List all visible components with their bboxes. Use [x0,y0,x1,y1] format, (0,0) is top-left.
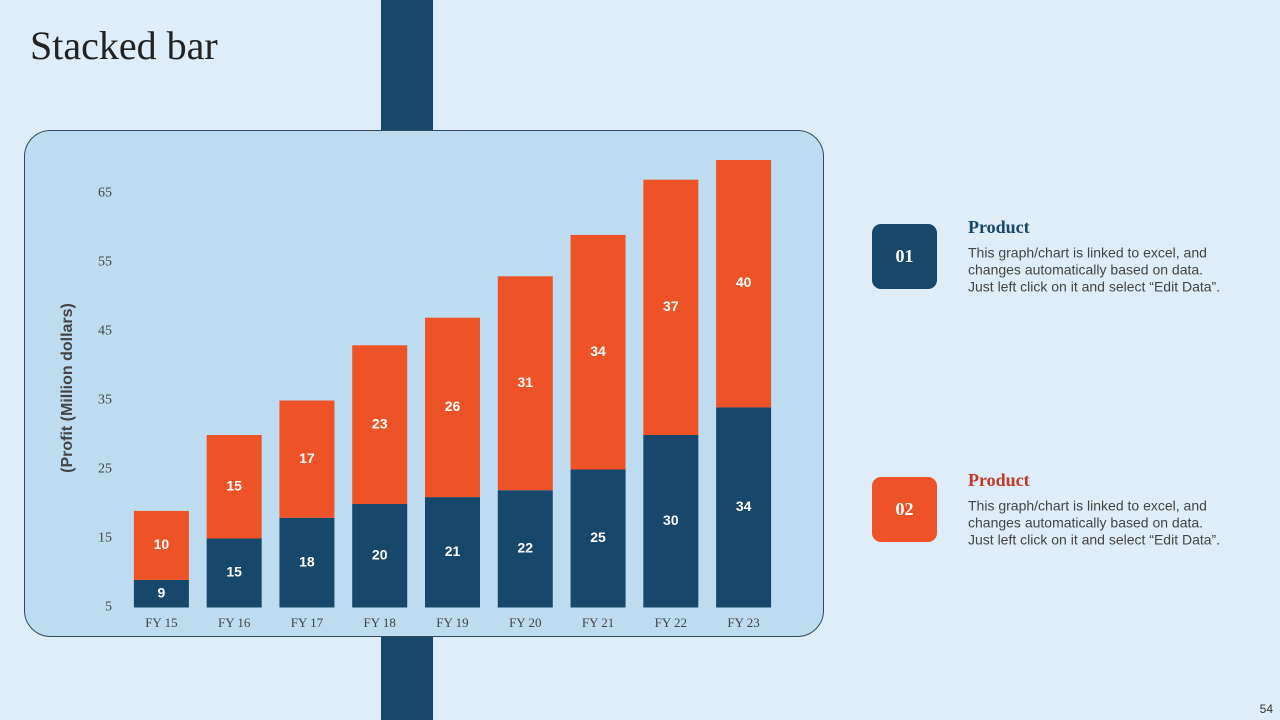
page-number: 54 [1260,702,1274,716]
x-tick-label: FY 23 [727,615,759,630]
card-number: 02 [896,499,914,519]
x-tick-label: FY 15 [145,615,177,630]
bar-segment [133,510,189,580]
y-tick-label: 5 [105,600,112,615]
bar-segment [716,407,772,608]
bar-segment [497,276,553,491]
bar-segment [497,490,553,608]
data-label: 25 [590,529,606,545]
card-title: Product [968,470,1030,490]
bar-segment [643,435,699,608]
data-label: 15 [226,564,242,580]
bar-segment [279,517,335,608]
card-badge [872,224,937,289]
x-tick-label: FY 19 [436,615,468,630]
bar-segment [352,504,408,608]
card-text: This graph/chart is linked to excel, and [968,498,1207,514]
bar-segment [352,345,408,504]
x-tick-label: FY 18 [364,615,396,630]
bar-segment [425,497,480,608]
bar-segment [716,160,772,408]
data-label: 10 [154,536,170,552]
y-tick-label: 45 [98,324,112,339]
card-number: 01 [896,246,914,266]
bar-segment [133,579,189,608]
y-tick-label: 55 [98,255,112,270]
card-text: changes automatically based on data. [968,515,1203,531]
data-label: 34 [736,498,752,514]
data-label: 23 [372,415,388,431]
y-axis-label: (Profit (Million dollars) [59,303,76,473]
plot-area [133,160,772,608]
card-title: Product [968,217,1030,237]
card-badge [872,477,937,542]
data-label: 40 [736,274,752,290]
bar-segment [279,400,335,518]
bar-segment [643,179,699,435]
y-tick-label: 15 [98,531,112,546]
x-tick-label: FY 21 [582,615,614,630]
y-tick-label: 35 [98,393,112,408]
card-text: changes automatically based on data. [968,262,1203,278]
bar-segment [570,469,626,608]
card-text: Just left click on it and select “Edit D… [968,532,1220,548]
bar-segment [206,435,262,539]
card-text: Just left click on it and select “Edit D… [968,279,1220,295]
data-label: 30 [663,512,679,528]
x-tick-label: FY 22 [655,615,687,630]
data-label: 17 [299,450,315,466]
x-tick-label: FY 17 [291,615,324,630]
data-label: 37 [663,298,679,314]
y-tick-label: 25 [98,462,112,477]
bar-segment [425,317,480,498]
data-label: 9 [157,584,165,600]
data-label: 15 [226,477,242,493]
data-label: 20 [372,546,388,562]
bar-segment [206,538,262,608]
card-text: This graph/chart is linked to excel, and [968,245,1207,261]
data-label: 34 [590,343,606,359]
x-tick-label: FY 20 [509,615,541,630]
data-label: 18 [299,553,315,569]
data-label: 31 [517,374,533,390]
slide-title: Stacked bar [30,23,218,68]
y-tick-label: 65 [98,186,112,201]
data-label: 26 [445,398,461,414]
data-label: 21 [445,543,461,559]
x-tick-label: FY 16 [218,615,251,630]
data-label: 22 [517,540,533,556]
bar-segment [570,234,626,470]
